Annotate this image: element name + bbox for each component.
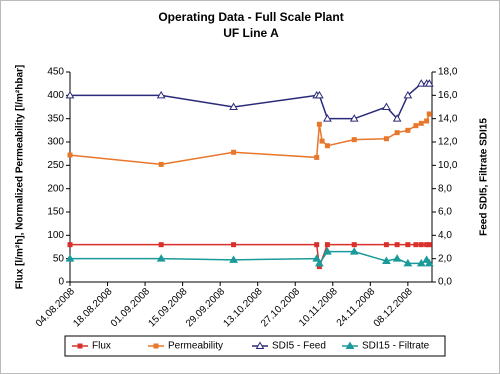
data-point [314,154,320,160]
data-point [351,137,357,143]
chart-subtitle: UF Line A [223,26,279,40]
data-point [383,242,389,248]
data-point [426,242,432,248]
data-point [316,264,322,270]
data-point [315,90,324,99]
data-point [426,111,432,117]
y2-tick-label: 6,0 [438,207,452,218]
data-point [158,161,164,167]
data-point [156,90,166,99]
data-point [424,242,430,248]
y2-tick-label: 0,0 [438,277,452,288]
y2-tick-label: 10,0 [438,160,458,171]
legend-marker [255,341,265,349]
y2-tick-label: 16,0 [438,90,458,101]
data-point [418,242,424,248]
legend-marker [345,341,355,349]
data-point [413,123,419,129]
data-point [314,242,320,248]
legend-marker [77,343,83,349]
data-point [418,120,424,126]
data-point [67,242,73,248]
data-point [231,242,237,248]
y2-tick-label: 8,0 [438,183,452,194]
data-point [158,242,164,248]
data-point [392,254,402,262]
data-point [394,130,400,136]
data-point [403,258,413,267]
y-tick-label: 350 [47,113,64,124]
y-tick-label: 50 [53,253,65,264]
data-point [323,114,332,122]
data-point [394,242,400,248]
y-tick-label: 200 [47,183,64,194]
data-point [413,242,419,248]
y2-tick-label: 14,0 [438,113,458,124]
y2-tick-label: 18,0 [438,67,458,78]
data-point [403,90,413,99]
data-point [323,247,332,255]
y-tick-label: 0 [58,277,64,288]
data-point [316,121,322,127]
data-point [229,102,238,110]
data-point [424,118,430,124]
legend-marker [153,343,159,349]
data-point [349,114,359,122]
data-point [424,258,434,267]
data-point [324,143,330,149]
data-point [405,127,411,133]
y-tick-label: 150 [47,207,64,218]
y2-tick-label: 2,0 [438,253,452,264]
legend-label: SDI5 - Feed [272,341,326,352]
data-point [65,90,75,99]
y-tick-label: 100 [47,230,64,241]
data-point [312,254,322,262]
data-point [319,138,325,144]
y-tick-label: 250 [47,160,64,171]
data-point [65,254,75,262]
data-point [315,258,324,267]
data-point [392,114,402,122]
data-point [424,79,434,87]
legend-label: SDI15 - Filtrate [362,341,430,352]
data-point [324,242,330,248]
chart-title: Operating Data - Full Scale Plant [158,10,343,24]
data-point [405,242,411,248]
y-tick-label: 400 [47,90,64,101]
data-point [351,242,357,248]
data-point [67,152,73,158]
data-point [231,149,237,155]
data-point [229,255,238,263]
y2-tick-label: 4,0 [438,230,452,241]
data-point [416,79,426,87]
y-tick-label: 300 [47,137,64,148]
legend-label: Permeability [168,341,223,352]
data-point [349,247,359,255]
data-point [382,102,391,110]
y-tick-label: 450 [47,67,64,78]
y2-tick-label: 12,0 [438,137,458,148]
y2-axis-title: Feed SDI5, Filtrate SDI15 [479,118,490,236]
data-point [383,136,389,142]
data-point [382,256,391,264]
legend-label: Flux [92,341,111,352]
y-axis-title: Flux [l/m²h], Normalized Permeability [l… [15,65,26,289]
data-point [156,254,166,262]
